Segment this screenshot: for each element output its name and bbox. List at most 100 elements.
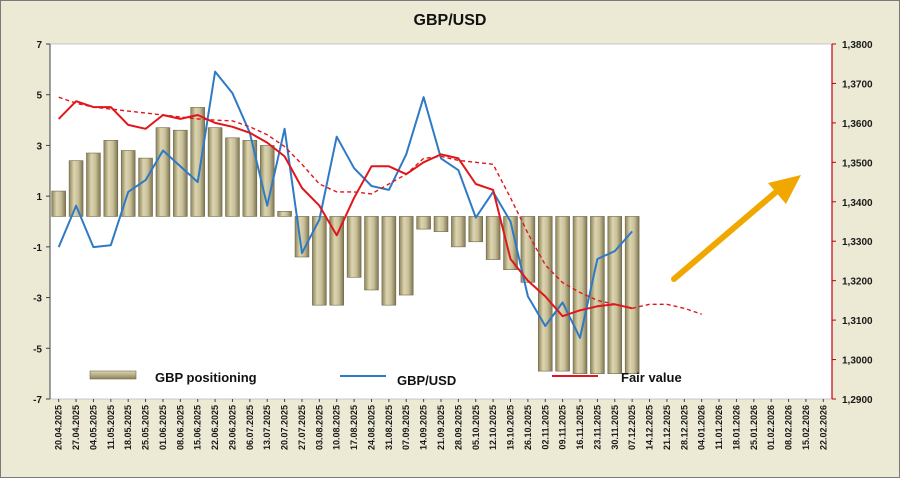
x-tick-label: 04.05.2025 [88,405,98,450]
positioning-bar [242,140,258,217]
x-tick-label: 12.10.2025 [488,405,498,450]
right-tick-label: 1,3000 [842,356,873,367]
left-tick-label: -1 [33,243,42,254]
x-tick-label: 28.12.2025 [679,405,689,450]
x-tick-label: 17.08.2025 [349,405,359,450]
x-tick-label: 01.06.2025 [158,405,168,450]
x-tick-label: 06.07.2025 [245,405,255,450]
x-axis-ticks: 20.04.2025 27.04.2025 04.05.2025 11.05.2025… [54,399,828,450]
right-tick-label: 1,3600 [842,119,873,130]
arrow-head [768,175,801,204]
x-tick-label: 20.07.2025 [280,405,290,450]
positioning-bar [51,190,66,217]
positioning-bar [538,216,553,372]
x-tick-label: 07.09.2025 [401,405,411,450]
left-tick-label: 7 [36,40,42,51]
left-tick-label: 5 [36,91,42,102]
right-axis-ticks: 1,3800 1,3700 1,3600 1,3500 1,3400 1,3300 1,32… [832,40,873,406]
positioning-bar [364,216,379,291]
right-tick-label: 1,3500 [842,158,873,169]
positioning-bar [468,216,484,243]
x-tick-label: 29.06.2025 [227,405,237,450]
x-tick-label: 25.05.2025 [141,405,151,450]
price-lines [57,70,702,339]
right-tick-label: 1,3400 [842,198,873,209]
positioning-bar [329,216,344,306]
x-tick-label: 20.04.2025 [54,405,64,450]
positioning-bar [86,152,101,217]
x-tick-label: 02.11.2025 [540,405,550,450]
legend-label-fair-value: Fair value [621,370,682,385]
x-tick-label: 22.06.2025 [210,405,220,450]
x-tick-label: 11.05.2025 [106,405,116,450]
x-tick-label: 08.02.2026 [784,405,794,450]
fair-value-trend-line [58,96,702,315]
x-tick-label: 04.01.2026 [697,405,707,450]
chart-title: GBP/USD [414,12,487,29]
x-tick-label: 27.04.2025 [71,405,81,450]
positioning-bar [103,140,119,217]
positioning-bar [503,216,518,270]
left-axis-ticks: 7 5 3 1 -1 -3 -5 -7 [33,40,50,406]
positioning-bar [173,129,188,217]
x-tick-label: 19.10.2025 [506,405,516,450]
positioning-bar [346,216,362,278]
positioning-bar [398,216,414,296]
positioning-bars [51,107,640,374]
x-tick-label: 18.05.2025 [123,405,133,450]
x-tick-label: 22.02.2026 [818,405,828,450]
positioning-bar [381,216,397,306]
x-tick-label: 25.01.2026 [749,405,759,450]
positioning-bar [155,127,171,217]
positioning-bar [68,160,84,217]
left-tick-label: 1 [36,192,42,203]
x-tick-label: 14.09.2025 [419,405,429,450]
left-tick-label: -7 [33,395,42,406]
positioning-bar [520,216,536,283]
x-tick-label: 28.09.2025 [453,405,463,450]
x-tick-label: 10.08.2025 [332,405,342,450]
positioning-bar [590,216,605,374]
right-tick-label: 1,3700 [842,79,873,90]
x-tick-label: 15.06.2025 [193,405,203,450]
positioning-bar [277,211,292,217]
trend-arrow-annotation [671,175,801,282]
x-tick-label: 30.11.2025 [610,405,620,450]
right-tick-label: 1,3300 [842,237,873,248]
legend-swatch-positioning [89,370,137,380]
x-tick-label: 01.02.2026 [766,405,776,450]
legend-label-positioning: GBP positioning [155,370,257,385]
x-tick-label: 21.09.2025 [436,405,446,450]
x-tick-label: 08.06.2025 [175,405,185,450]
left-tick-label: -3 [33,294,42,305]
gbpusd-line [57,70,633,339]
x-tick-label: 07.12.2025 [627,405,637,450]
x-tick-label: 18.01.2026 [731,405,741,450]
positioning-bar [190,107,205,217]
arrow-shaft [671,183,786,282]
x-tick-label: 09.11.2025 [558,405,568,450]
x-tick-label: 03.08.2025 [314,405,324,450]
fair-value-line [57,100,633,318]
positioning-bar [138,157,153,217]
x-tick-label: 24.08.2025 [366,405,376,450]
x-tick-label: 27.07.2025 [297,405,307,450]
x-tick-label: 11.01.2026 [714,405,724,450]
legend-label-gbpusd: GBP/USD [397,373,456,388]
left-tick-label: -5 [33,344,42,355]
right-tick-label: 1,3100 [842,316,873,327]
x-tick-label: 26.10.2025 [523,405,533,450]
right-tick-label: 1,3200 [842,277,873,288]
positioning-bar [572,216,588,374]
positioning-bar [607,216,623,374]
legend: GBP positioning GBP/USD Fair value [89,370,682,388]
right-tick-label: 1,2900 [842,395,873,406]
x-tick-label: 15.02.2026 [801,405,811,450]
x-tick-label: 16.11.2025 [575,405,585,450]
positioning-bar [624,216,640,374]
positioning-bar [225,137,240,217]
x-tick-label: 21.12.2025 [662,405,672,450]
x-tick-label: 13.07.2025 [262,405,272,450]
x-tick-label: 31.08.2025 [384,405,394,450]
